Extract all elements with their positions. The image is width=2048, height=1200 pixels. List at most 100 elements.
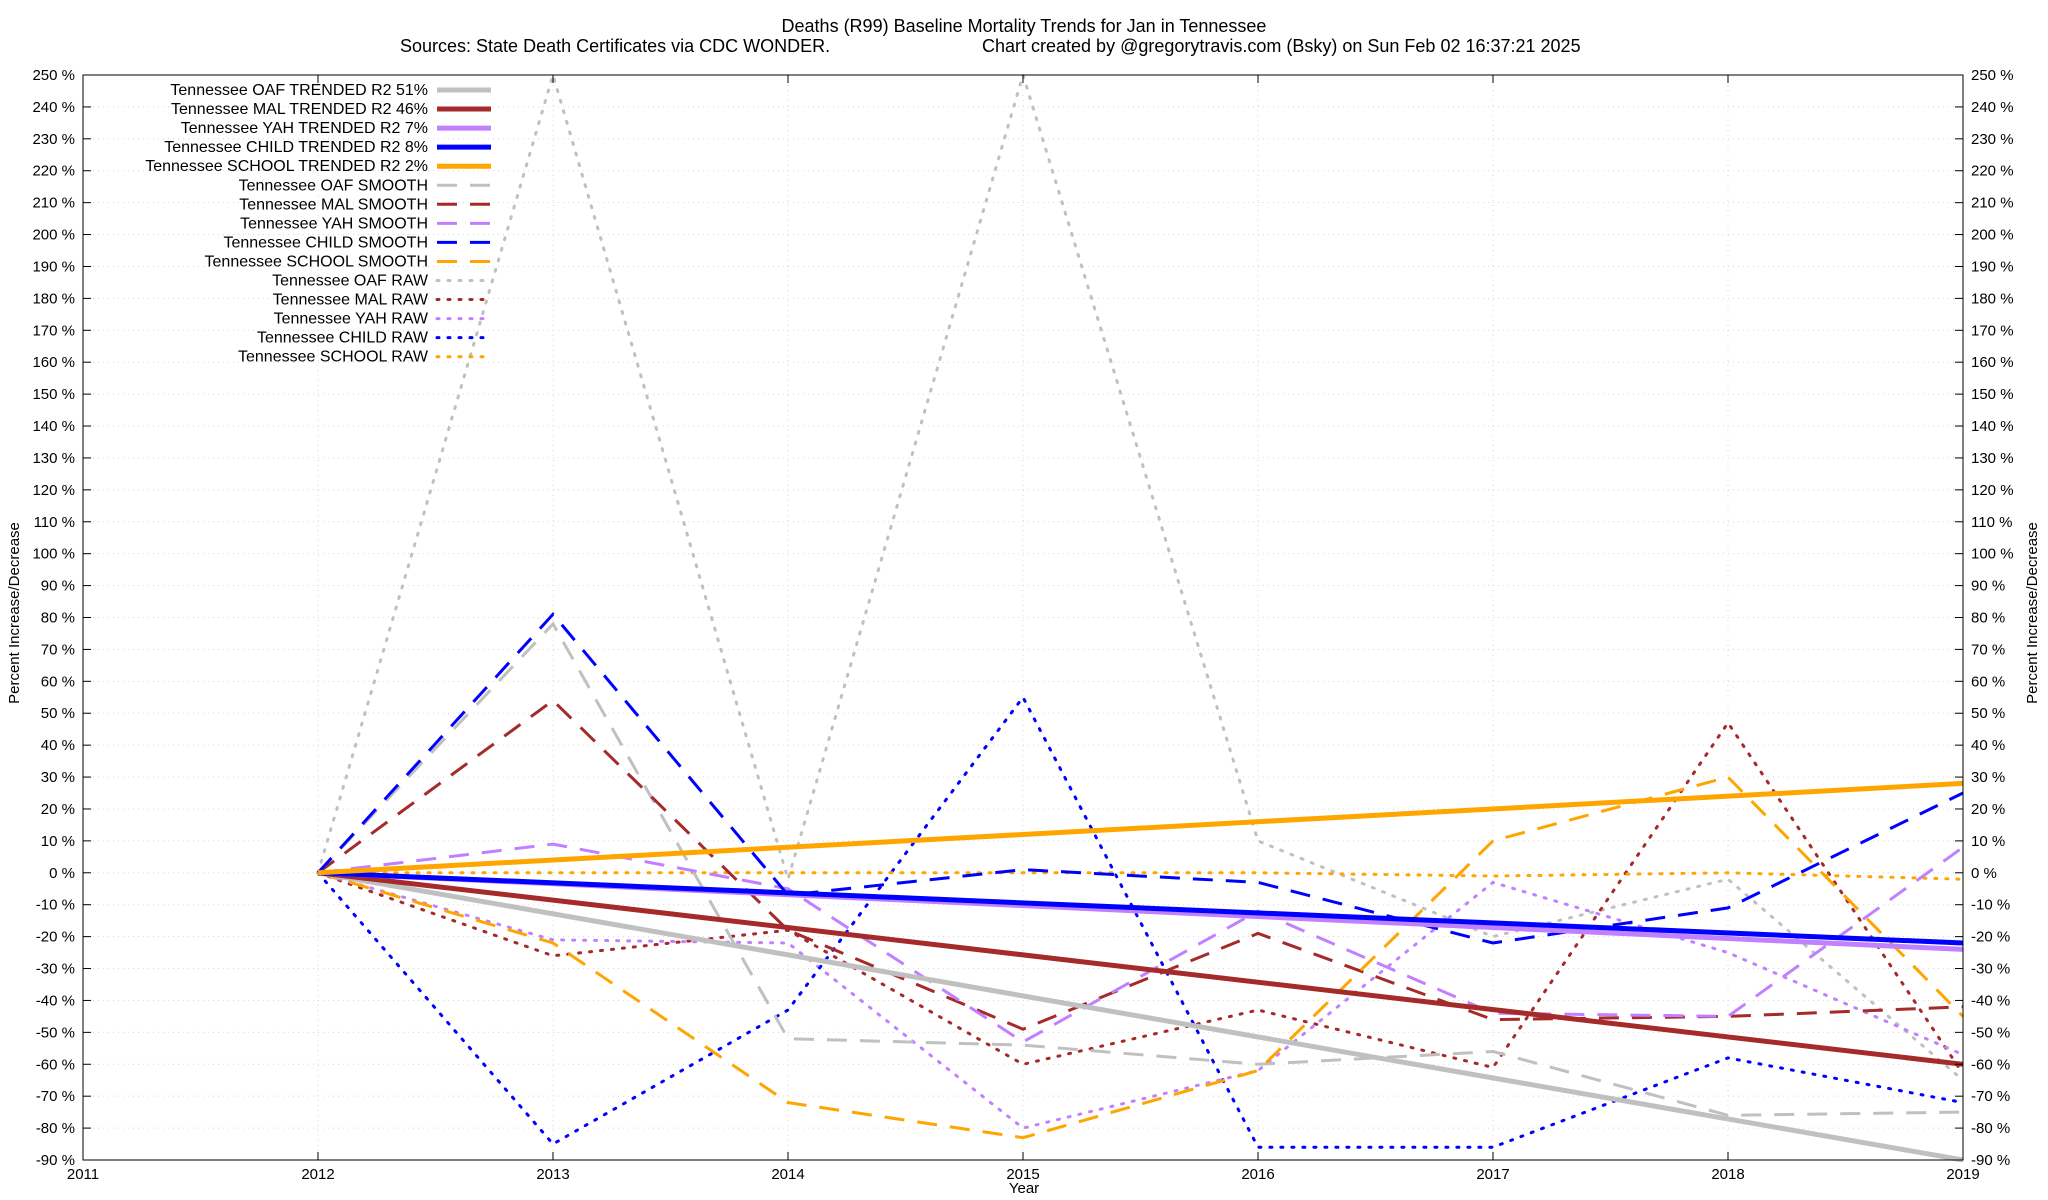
y-tick-label-left: 180 % (32, 290, 75, 307)
series-line-mal-trended (317, 870, 1964, 1067)
y-tick-label-left: 50 % (41, 705, 75, 722)
y-tick-label-right: 250 % (1971, 67, 2014, 84)
y-axis-label-right: Percent Increase/Decrease (2024, 522, 2041, 704)
y-tick-label-left: 10 % (41, 833, 75, 850)
y-tick-label-right: 140 % (1971, 418, 2014, 435)
y-tick-label-left: 160 % (32, 354, 75, 371)
legend-label-oaf-smooth: Tennessee OAF SMOOTH (239, 177, 428, 194)
series-line-school-trended (317, 780, 1964, 876)
y-tick-label-left: 60 % (41, 673, 75, 690)
legend: Tennessee OAF TRENDED R2 51% Tennessee MA… (145, 82, 493, 366)
chart-subtitle-credit: Chart created by @gregorytravis.com (Bsk… (982, 36, 1581, 56)
y-tick-label-right: 110 % (1971, 514, 2012, 531)
y-tick-label-right: 230 % (1971, 131, 2014, 148)
y-tick-label-left: 240 % (32, 99, 75, 116)
series-line-child-smooth (316, 612, 1964, 945)
y-tick-label-left: 80 % (41, 610, 75, 627)
x-tick-label: 2012 (301, 1166, 334, 1183)
y-tick-label-right: -70 % (1971, 1088, 2010, 1105)
y-tick-label-left: 230 % (32, 131, 75, 148)
x-tick-label: 2017 (1476, 1166, 1509, 1183)
legend-label-yah-smooth: Tennessee YAH SMOOTH (240, 215, 428, 232)
y-tick-label-left: 170 % (32, 322, 75, 339)
y-tick-label-right: 80 % (1971, 610, 2005, 627)
y-tick-label-left: 110 % (34, 514, 75, 531)
legend-label-school-raw: Tennessee SCHOOL RAW (238, 349, 429, 366)
y-tick-label-right: -30 % (1971, 961, 2010, 978)
y-tick-label-right: -10 % (1971, 897, 2010, 914)
x-tick-label: 2011 (67, 1166, 99, 1183)
chart-title: Deaths (R99) Baseline Mortality Trends f… (782, 16, 1267, 36)
y-tick-label-left: -80 % (36, 1120, 75, 1137)
y-tick-label-right: 200 % (1971, 227, 2014, 244)
y-tick-label-left: 140 % (32, 418, 75, 435)
y-tick-label-left: 0 % (49, 865, 75, 882)
y-tick-label-right: -20 % (1971, 929, 2010, 946)
y-tick-label-right: 90 % (1971, 578, 2005, 595)
legend-label-yah-trended: Tennessee YAH TRENDED R2 7% (181, 120, 428, 137)
x-tick-label: 2015 (1006, 1166, 1039, 1183)
y-tick-label-left: -70 % (36, 1088, 75, 1105)
chart-subtitle-sources: Sources: State Death Certificates via CD… (400, 36, 830, 56)
y-tick-label-right: 120 % (1971, 482, 2014, 499)
y-tick-label-right: 60 % (1971, 673, 2005, 690)
y-tick-label-left: -20 % (36, 929, 75, 946)
y-tick-label-left: 20 % (41, 801, 75, 818)
y-tick-label-left: 200 % (32, 227, 75, 244)
legend-label-child-raw: Tennessee CHILD RAW (257, 330, 429, 347)
y-tick-label-right: 180 % (1971, 290, 2014, 307)
legend-label-yah-raw: Tennessee YAH RAW (274, 311, 429, 328)
series-line-school-smooth (317, 775, 1965, 1140)
y-tick-label-left: 90 % (41, 578, 75, 595)
y-tick-label-left: 70 % (41, 641, 75, 658)
x-tick-label: 2013 (536, 1166, 569, 1183)
y-tick-label-left: -40 % (36, 992, 75, 1009)
x-tick-label: 2014 (771, 1166, 804, 1183)
legend-label-child-smooth: Tennessee CHILD SMOOTH (223, 234, 428, 251)
plot-series (316, 69, 1965, 1163)
y-tick-label-right: -40 % (1971, 992, 2010, 1009)
legend-label-mal-smooth: Tennessee MAL SMOOTH (239, 196, 428, 213)
y-tick-label-right: 70 % (1971, 641, 2005, 658)
series-line-yah-smooth (317, 842, 1964, 1044)
y-tick-label-left: 120 % (32, 482, 75, 499)
y-tick-label-left: -60 % (36, 1056, 75, 1073)
x-axis-label: Year (1009, 1180, 1039, 1197)
y-tick-label-left: 100 % (32, 546, 75, 563)
series-line-mal-smooth (317, 698, 1964, 1031)
y-tick-label-right: 10 % (1971, 833, 2005, 850)
y-tick-label-left: 210 % (32, 195, 75, 212)
y-tick-label-right: 220 % (1971, 163, 2014, 180)
legend-label-mal-raw: Tennessee MAL RAW (273, 292, 429, 309)
series-line-oaf-smooth (316, 621, 1964, 1117)
y-tick-label-left: 220 % (32, 163, 75, 180)
y-tick-label-left: 40 % (41, 737, 75, 754)
y-tick-label-left: -10 % (36, 897, 75, 914)
x-tick-label: 2018 (1711, 1166, 1744, 1183)
y-tick-label-left: 130 % (32, 450, 75, 467)
y-tick-label-right: -80 % (1971, 1120, 2010, 1137)
legend-label-oaf-raw: Tennessee OAF RAW (272, 273, 429, 290)
y-tick-label-right: 100 % (1971, 546, 2014, 563)
y-tick-label-left: -30 % (36, 961, 75, 978)
y-axis-label-left: Percent Increase/Decrease (6, 522, 23, 704)
y-tick-label-left: 150 % (32, 386, 75, 403)
y-tick-label-right: 240 % (1971, 99, 2014, 116)
x-tick-label: 2016 (1241, 1166, 1274, 1183)
y-tick-label-right: 130 % (1971, 450, 2014, 467)
legend-label-school-trended: Tennessee SCHOOL TRENDED R2 2% (145, 158, 428, 175)
y-tick-label-left: 250 % (32, 67, 75, 84)
y-tick-label-right: 30 % (1971, 769, 2005, 786)
y-tick-label-right: 210 % (1971, 195, 2014, 212)
y-tick-label-left: -50 % (36, 1024, 75, 1041)
series-line-child-trended (317, 870, 1964, 946)
legend-label-mal-trended: Tennessee MAL TRENDED R2 46% (171, 101, 428, 118)
y-tick-label-right: -60 % (1971, 1056, 2010, 1073)
series-line-child-raw (316, 694, 1965, 1149)
legend-label-school-smooth: Tennessee SCHOOL SMOOTH (205, 253, 428, 270)
series-line-oaf-raw (316, 69, 1965, 1082)
y-tick-label-left: 30 % (41, 769, 75, 786)
y-tick-label-right: -50 % (1971, 1024, 2010, 1041)
